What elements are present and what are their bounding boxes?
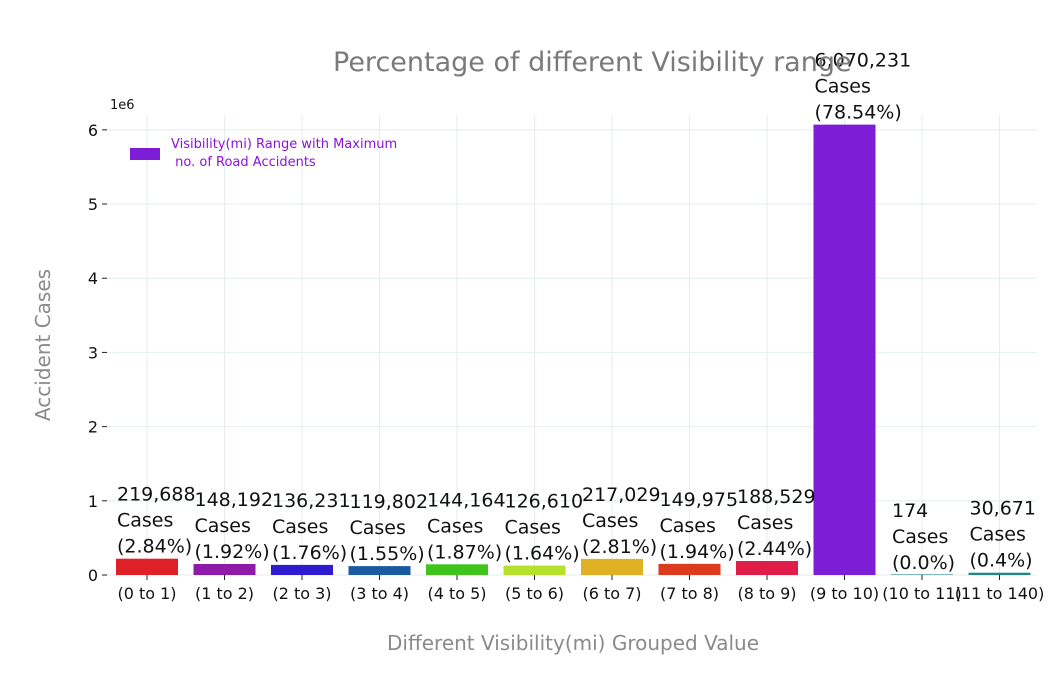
data-label-percent: (1.87%): [427, 541, 502, 563]
data-labels: 219,688Cases(2.84%)148,192Cases(1.92%)13…: [117, 50, 1036, 574]
data-label-unit: Cases: [892, 526, 948, 548]
data-label-count: 6,070,231: [815, 50, 912, 72]
legend-label-line1: Visibility(mi) Range with Maximum: [171, 137, 397, 152]
y-tick-label: 6: [88, 121, 98, 140]
data-label-count: 126,610: [505, 491, 584, 513]
bar: [271, 564, 333, 575]
y-tick-label: 3: [88, 343, 98, 362]
bar: [891, 574, 953, 575]
x-tick-label: (2 to 3): [272, 584, 331, 603]
bar: [116, 558, 178, 575]
data-label-percent: (1.64%): [505, 543, 580, 565]
data-label-count: 119,802: [350, 491, 429, 513]
data-label-percent: (1.94%): [660, 541, 735, 563]
x-tick-label: (0 to 1): [117, 584, 176, 603]
data-label-count: 148,192: [195, 489, 274, 511]
legend-swatch: [130, 148, 160, 160]
data-label-unit: Cases: [970, 524, 1026, 546]
data-label-unit: Cases: [660, 515, 716, 537]
data-label-unit: Cases: [737, 512, 793, 534]
grid: [107, 115, 1037, 576]
x-tick-label: (6 to 7): [582, 584, 641, 603]
data-label-count: 30,671: [970, 498, 1036, 520]
data-label-count: 174: [892, 500, 928, 522]
x-tick-label: (4 to 5): [427, 584, 486, 603]
bar: [581, 558, 643, 575]
data-label-unit: Cases: [427, 515, 483, 537]
data-label-percent: (1.92%): [195, 541, 270, 563]
data-label-percent: (2.44%): [737, 538, 812, 560]
chart-title: Percentage of different Visibility range: [333, 47, 852, 78]
bars: [116, 124, 1031, 575]
data-label-unit: Cases: [350, 517, 406, 539]
bar: [813, 124, 876, 575]
x-tick-label: (10 to 11): [882, 584, 961, 603]
axis-ticks: 0 1 2 3 4 5 6 (0 to 1) (1 to 2) (2 to 3) (3 to 4) (…: [88, 121, 1045, 603]
data-label-percent: (78.54%): [815, 102, 902, 124]
x-tick-label: (8 to 9): [737, 584, 796, 603]
data-label-count: 217,029: [582, 484, 661, 506]
bar: [658, 563, 721, 575]
data-label-percent: (1.55%): [350, 543, 425, 565]
bar: [736, 561, 798, 575]
bar: [503, 565, 566, 575]
data-label-unit: Cases: [815, 76, 871, 98]
x-axis-title: Different Visibility(mi) Grouped Value: [387, 631, 759, 655]
data-label-percent: (2.84%): [117, 536, 192, 558]
data-label-count: 144,164: [427, 489, 506, 511]
y-tick-label: 0: [88, 566, 98, 585]
y-axis-exponent: 1e6: [110, 98, 135, 113]
x-tick-label: (3 to 4): [350, 584, 409, 603]
data-label-unit: Cases: [582, 510, 638, 532]
y-tick-label: 2: [88, 418, 98, 437]
data-label-unit: Cases: [195, 515, 251, 537]
y-tick-label: 5: [88, 195, 98, 214]
bar: [968, 572, 1031, 575]
data-label-unit: Cases: [117, 510, 173, 532]
y-axis-title: Accident Cases: [31, 269, 55, 421]
data-label-count: 219,688: [117, 484, 196, 506]
data-label-percent: (0.0%): [892, 552, 955, 574]
x-tick-label: (5 to 6): [505, 584, 564, 603]
x-tick-label: (11 to 140): [955, 584, 1045, 603]
bar: [348, 566, 411, 575]
bar: [193, 564, 256, 575]
x-tick-label: (1 to 2): [195, 584, 254, 603]
data-label-unit: Cases: [505, 517, 561, 539]
data-label-unit: Cases: [272, 516, 328, 538]
data-label-percent: (0.4%): [970, 550, 1033, 572]
y-tick-label: 1: [88, 492, 98, 511]
data-label-percent: (1.76%): [272, 542, 347, 564]
data-label-count: 188,529: [737, 486, 816, 508]
legend: Visibility(mi) Range with Maximum no. of…: [130, 137, 397, 170]
x-tick-label: (7 to 8): [660, 584, 719, 603]
data-label-count: 149,975: [660, 489, 739, 511]
data-label-count: 136,231: [272, 490, 351, 512]
y-tick-label: 4: [88, 269, 98, 288]
legend-label-line2: no. of Road Accidents: [171, 155, 316, 170]
x-tick-label: (9 to 10): [810, 584, 879, 603]
data-label-percent: (2.81%): [582, 536, 657, 558]
bar: [426, 564, 488, 575]
